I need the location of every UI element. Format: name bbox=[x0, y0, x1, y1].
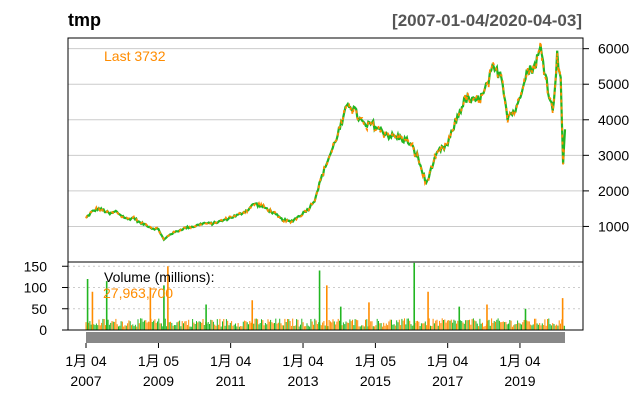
time-axis: 1月 04 2007 1月 05 2009 1月 04 2011 1月 04 2013 1月 0… bbox=[65, 343, 541, 389]
time-tick-label: 1月 04 bbox=[282, 353, 323, 369]
volume-label: Volume (millions): bbox=[104, 269, 214, 285]
price-panel-frame bbox=[67, 37, 584, 263]
time-tick-label: 1月 05 bbox=[138, 353, 179, 369]
time-tick-label: 1月 04 bbox=[210, 353, 251, 369]
time-tick-label: 1月 04 bbox=[65, 353, 106, 369]
price-tick-label: 5000 bbox=[598, 76, 629, 92]
price-panel: 1000 2000 3000 4000 5000 6000 Last 3732 bbox=[67, 37, 629, 263]
volume-tick-label: 150 bbox=[24, 258, 48, 274]
volume-panel: 0 50 100 150 Volume (millions): 27,963,700 bbox=[24, 258, 584, 338]
volume-tick-label: 100 bbox=[24, 280, 48, 296]
price-tick-label: 1000 bbox=[598, 218, 629, 234]
price-series-down bbox=[85, 41, 565, 241]
last-value-label: Last 3732 bbox=[104, 48, 166, 64]
time-tick-year-label: 2009 bbox=[143, 373, 174, 389]
time-tick-year-label: 2013 bbox=[287, 373, 318, 389]
volume-value: 27,963,700 bbox=[103, 285, 173, 301]
chart-title: tmp bbox=[68, 10, 101, 30]
price-tick-label: 4000 bbox=[598, 112, 629, 128]
volume-tick-label: 0 bbox=[39, 322, 47, 338]
time-tick-label: 1月 04 bbox=[499, 353, 540, 369]
time-tick-year-label: 2017 bbox=[432, 373, 463, 389]
time-tick-label: 1月 05 bbox=[355, 353, 396, 369]
time-axis-bar bbox=[86, 332, 565, 343]
price-gridlines bbox=[68, 48, 583, 227]
price-tick-label: 6000 bbox=[598, 41, 629, 57]
time-tick-year-label: 2019 bbox=[504, 373, 535, 389]
date-range: [2007-01-04/2020-04-03] bbox=[392, 11, 582, 30]
price-tick-label: 3000 bbox=[598, 147, 629, 163]
time-tick-year-label: 2011 bbox=[216, 373, 246, 389]
price-tick-label: 2000 bbox=[598, 183, 629, 199]
time-tick-label: 1月 04 bbox=[427, 353, 468, 369]
price-series-up bbox=[85, 45, 567, 242]
volume-tick-label: 50 bbox=[31, 301, 47, 317]
price-axis: 1000 2000 3000 4000 5000 6000 bbox=[583, 41, 629, 234]
volume-axis: 0 50 100 150 bbox=[24, 258, 68, 338]
volume-panel-frame bbox=[67, 261, 584, 331]
volume-bars bbox=[85, 262, 565, 330]
time-tick-year-label: 2007 bbox=[70, 373, 101, 389]
time-tick-year-label: 2015 bbox=[360, 373, 391, 389]
